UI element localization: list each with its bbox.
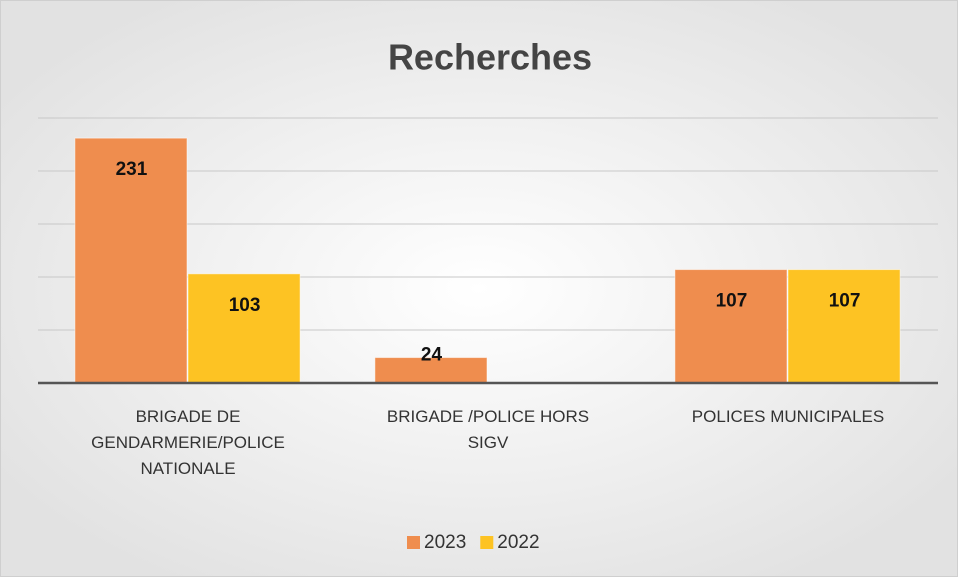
bar: [374, 357, 488, 384]
x-tick-label: POLICES MUNICIPALES: [691, 407, 885, 426]
x-tick-label: BRIGADE DE GENDARMERIE/POLICE NATIONALE: [91, 407, 285, 478]
bar: [187, 273, 301, 384]
bar: [74, 137, 188, 384]
legend-swatch: [407, 536, 420, 549]
chart-title: Recherches: [388, 37, 592, 78]
legend-label: 2023: [424, 532, 466, 553]
legend-label: 2022: [497, 532, 539, 553]
data-label: 103: [229, 295, 261, 316]
x-tick-label: BRIGADE /POLICE HORS SIGV: [386, 407, 590, 452]
data-label: 231: [116, 159, 148, 180]
data-label: 107: [829, 291, 861, 312]
legend-swatch: [480, 536, 494, 549]
bar: [787, 269, 901, 384]
data-label: 24: [421, 345, 443, 366]
data-label: 107: [716, 291, 748, 312]
bar: [674, 269, 788, 384]
